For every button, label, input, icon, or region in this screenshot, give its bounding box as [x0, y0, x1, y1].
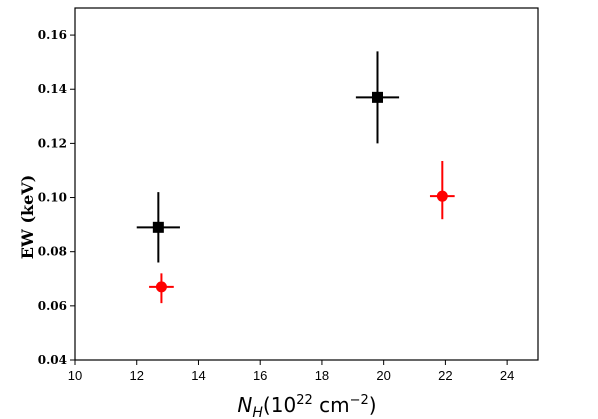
x-axis-label: NH(1022 cm−2) [237, 393, 376, 419]
y-tick-labels: 0.04 0.06 0.08 0.10 0.12 0.14 0.16 [38, 28, 67, 367]
y-tick-marks [70, 34, 75, 361]
x-axis-label-base: N [237, 393, 252, 417]
x-tick-label: 22 [438, 368, 452, 383]
data-point [136, 192, 180, 263]
data-point [429, 160, 455, 220]
data-point [355, 51, 400, 144]
y-tick-label: 0.16 [38, 28, 67, 42]
x-tick-labels: 10 12 14 16 18 20 22 24 [68, 368, 515, 383]
y-tick-label: 0.04 [38, 353, 67, 367]
x-axis-label-sup2: −2 [350, 393, 369, 408]
x-axis-label-sub: H [252, 405, 263, 419]
x-tick-label: 24 [500, 368, 514, 383]
y-tick-label: 0.14 [38, 82, 67, 96]
circle-marker [436, 190, 448, 202]
y-tick-label: 0.08 [38, 245, 67, 259]
x-axis-label-unit: cm [313, 393, 350, 417]
x-tick-label: 18 [315, 368, 329, 383]
x-tick-marks [74, 360, 508, 365]
circle-marker [155, 281, 167, 293]
x-tick-label: 10 [68, 368, 82, 383]
y-tick-label: 0.10 [38, 191, 67, 205]
x-tick-label: 14 [191, 368, 205, 383]
x-tick-label: 12 [129, 368, 143, 383]
x-axis-label-paren-open: (10 [263, 393, 296, 417]
data-points [136, 51, 455, 304]
x-axis-label-paren-close: ) [369, 393, 377, 417]
x-tick-label: 20 [376, 368, 390, 383]
square-marker [371, 91, 383, 103]
y-axis-label: EW (keV) [18, 175, 37, 260]
data-point [149, 273, 174, 304]
y-tick-label: 0.12 [38, 136, 67, 150]
square-marker [152, 221, 164, 233]
x-tick-label: 16 [253, 368, 267, 383]
y-tick-label: 0.06 [38, 299, 67, 313]
plot-frame [74, 7, 539, 361]
x-axis-label-sup1: 22 [296, 393, 313, 408]
